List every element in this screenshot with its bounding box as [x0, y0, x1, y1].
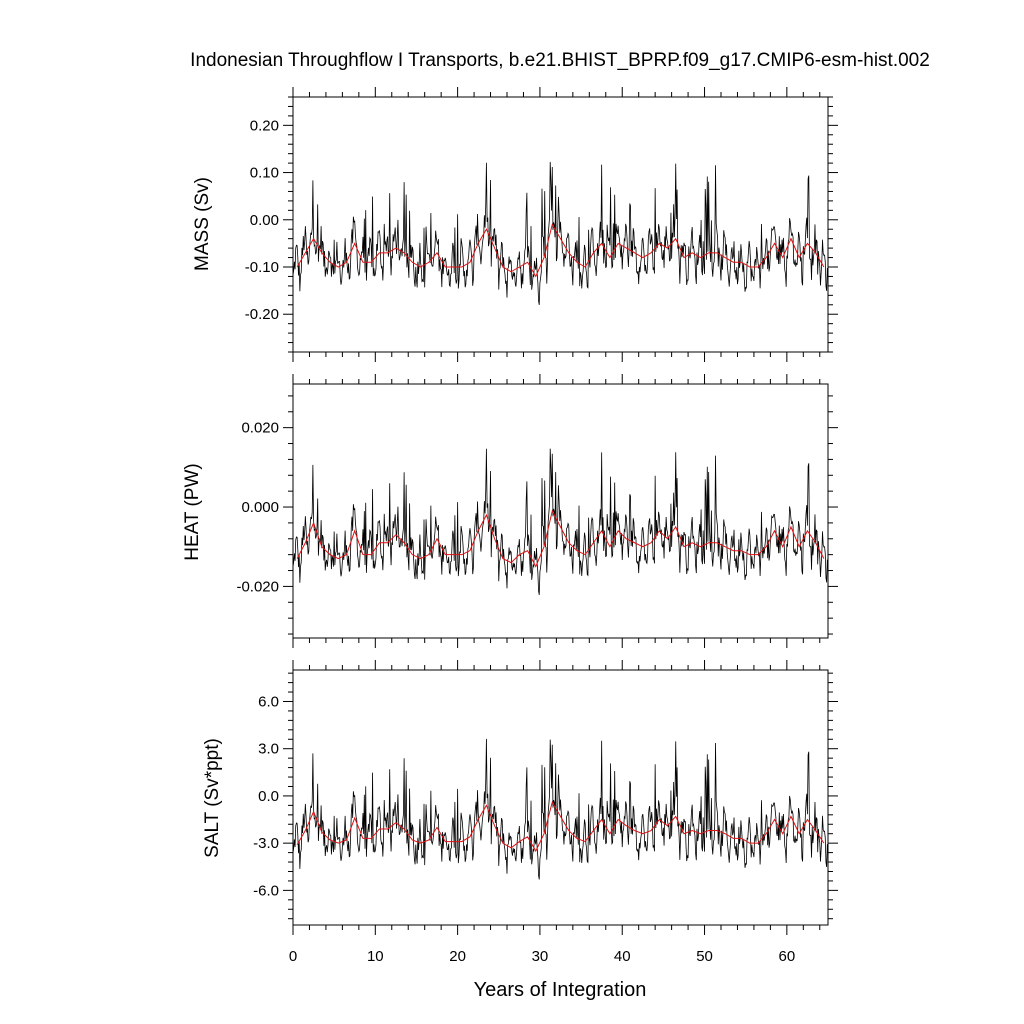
series-monthly-line [292, 448, 828, 595]
series-annual-line [296, 509, 825, 568]
y-axis-label-mass: MASS (Sv) [192, 177, 213, 271]
y-tick-label: 0.00 [250, 212, 279, 229]
panel-mass: MASS (Sv) 0.20 0.10 0.00 -0.10 -0.20 [192, 87, 838, 362]
plot-area-heat: 0.020 0.000 -0.020 [236, 374, 838, 648]
series-annual-line [296, 800, 825, 853]
plot-frame [292, 669, 829, 926]
y-tick-label: -3.0 [253, 835, 279, 852]
x-tick-label: 60 [779, 948, 796, 965]
y-tick-label: 3.0 [258, 741, 279, 758]
y-tick-label: 0.000 [241, 499, 279, 516]
x-tick-label: 10 [367, 948, 384, 965]
y-axis-label-salt: SALT (Sv*ppt) [202, 738, 223, 858]
panel-heat: HEAT (PW) 0.020 0.000 -0.020 [182, 374, 838, 648]
x-axis-label: Years of Integration [474, 979, 647, 1001]
series-monthly-line [292, 161, 828, 305]
series-monthly-line [292, 738, 828, 880]
series-annual-line [296, 223, 825, 278]
y-tick-label: -0.20 [245, 306, 279, 323]
x-tick-label: 0 [289, 948, 297, 965]
plot-frame [292, 383, 829, 639]
x-tick-label: 50 [696, 948, 713, 965]
y-tick-label: 0.20 [250, 117, 279, 134]
y-tick-label: 0.10 [250, 165, 279, 182]
y-tick-label: 0.0 [258, 788, 279, 805]
y-tick-label: 0.020 [241, 420, 279, 437]
plot-frame [292, 96, 829, 353]
panel-salt: SALT (Sv*ppt) 6.0 3.0 0.0 -3.0 -6.0 0 10 20 30 40… [202, 660, 838, 965]
plot-area-mass: 0.20 0.10 0.00 -0.10 -0.20 [245, 87, 838, 362]
y-tick-label: -0.020 [236, 578, 279, 595]
chart-title: Indonesian Throughflow I Transports, b.e… [190, 50, 930, 71]
x-tick-label: 20 [449, 948, 466, 965]
x-tick-label: 30 [532, 948, 549, 965]
y-axis-label-heat: HEAT (PW) [182, 463, 203, 560]
y-tick-label: 6.0 [258, 693, 279, 710]
y-tick-label: -6.0 [253, 882, 279, 899]
x-tick-label: 40 [614, 948, 631, 965]
y-tick-label: -0.10 [245, 259, 279, 276]
plot-area-salt: 6.0 3.0 0.0 -3.0 -6.0 0 10 20 30 40 50 60 [253, 660, 838, 965]
